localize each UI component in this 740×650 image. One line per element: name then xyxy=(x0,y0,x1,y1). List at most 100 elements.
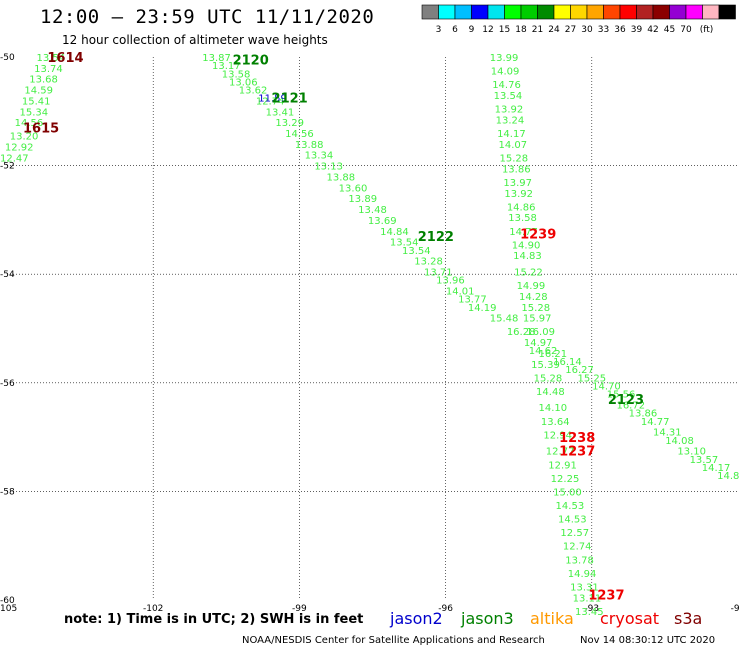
wave-height-value: 13.28 xyxy=(414,257,443,268)
x-tick-label: -93 xyxy=(584,604,599,614)
wave-height-value: 13.71 xyxy=(424,267,453,278)
credit-line: NOAA/NESDIS Center for Satellite Applica… xyxy=(242,635,545,646)
wave-height-value: 13.89 xyxy=(348,194,377,205)
wave-height-value: 15.48 xyxy=(490,314,519,325)
track-label: 1237 xyxy=(588,589,624,604)
colorbar-label: 27 xyxy=(565,25,576,35)
wave-height-value: 13.77 xyxy=(458,295,487,306)
track-label: 1615 xyxy=(23,122,59,137)
wave-height-value: 14.17 xyxy=(497,129,526,140)
wave-height-value: 14.31 xyxy=(653,428,682,439)
wave-height-value: 16.27 xyxy=(565,365,594,376)
wave-height-value: 14.84 xyxy=(380,227,409,238)
track-label: 1238 xyxy=(559,431,595,446)
wave-height-value: 13.92 xyxy=(504,189,533,200)
wave-height-value: 13.54 xyxy=(37,53,66,64)
wave-height-value: 15.41 xyxy=(22,96,51,107)
wave-height-value: 13.92 xyxy=(495,105,524,116)
wave-height-value: 15.28 xyxy=(534,373,563,384)
wave-height-value: 13.88 xyxy=(327,172,356,183)
wave-height-value: 13.54 xyxy=(390,238,419,249)
wave-height-value: 14.10 xyxy=(538,403,567,414)
x-tick-label: -102 xyxy=(143,604,163,614)
wave-height-value: 11.59 xyxy=(258,94,287,105)
wave-height-value: 13.88 xyxy=(295,140,324,151)
colorbar-swatch xyxy=(718,4,736,20)
legend-jason3: jason3 xyxy=(461,609,514,628)
legend-jason2: jason2 xyxy=(390,609,443,628)
wave-height-value: 13.34 xyxy=(305,151,334,162)
colorbar-label: 3 xyxy=(436,25,442,35)
wave-height-value: 13.74 xyxy=(34,64,63,75)
wave-height-value: 14.17 xyxy=(702,463,731,474)
wave-height-value: 13.64 xyxy=(541,417,570,428)
colorbar-label: 45 xyxy=(664,25,675,35)
wave-height-value: 14.70 xyxy=(592,382,621,393)
wave-height-value: 12.74 xyxy=(563,542,592,553)
wave-height-value: 14.76 xyxy=(492,80,521,91)
wave-height-value: 13.13 xyxy=(314,162,343,173)
colorbar-label: 21 xyxy=(532,25,543,35)
wave-height-value: 13.99 xyxy=(490,53,519,64)
wave-height-value: 16.09 xyxy=(526,327,555,338)
wave-height-value: 14.86 xyxy=(507,202,536,213)
wave-height-value: 14.97 xyxy=(524,338,553,349)
wave-height-value: 12.57 xyxy=(560,528,589,539)
wave-height-value: 13.54 xyxy=(402,246,431,257)
colorbar-label: 30 xyxy=(581,25,593,35)
wave-height-value: 14.56 xyxy=(285,129,314,140)
legend-s3a: s3a xyxy=(674,609,703,628)
track-label: 1237 xyxy=(559,445,595,460)
wave-height-value: 13.10 xyxy=(677,447,706,458)
wave-height-value: 14.83 xyxy=(513,251,542,262)
colorbar-label: 33 xyxy=(598,25,609,35)
footnote: note: 1) Time is in UTC; 2) SWH is in fe… xyxy=(64,612,364,627)
wave-height-value: 14.62 xyxy=(529,346,558,357)
legend-cryosat: cryosat xyxy=(600,609,660,628)
wave-height-value: 15.28 xyxy=(500,153,529,164)
colorbar-label: 15 xyxy=(499,25,510,35)
wave-height-value: 14.90 xyxy=(512,240,541,251)
colorbar-label: 36 xyxy=(614,25,626,35)
wave-height-value: 13.60 xyxy=(339,183,368,194)
x-tick-label: -105 xyxy=(0,604,17,614)
wave-height-value: 13.06 xyxy=(229,77,258,88)
wave-height-value: 15.00 xyxy=(553,487,582,498)
wave-height-value: 15.25 xyxy=(577,373,606,384)
wave-height-value: 13.11 xyxy=(573,593,602,604)
wave-height-value: 13.57 xyxy=(690,455,719,466)
wave-height-value: 13.86 xyxy=(502,164,531,175)
wave-height-value: 14.19 xyxy=(468,303,497,314)
wave-height-value: 15.97 xyxy=(523,314,552,325)
wave-height-map: -105 -102 -99 -96 -93 -90 -50 -52 -54 -56 -58 -60 13… xyxy=(0,51,740,618)
colorbar-label: 6 xyxy=(452,25,458,35)
chart-subtitle: 12 hour collection of altimeter wave hei… xyxy=(62,33,328,47)
y-tick-label: -54 xyxy=(0,270,15,280)
wave-height-value: 14.53 xyxy=(556,501,585,512)
chart-title: 12:00 – 23:59 UTC 11/11/2020 xyxy=(40,6,375,28)
legend-altika: altika xyxy=(530,609,574,628)
wave-height-value: 13.97 xyxy=(503,178,532,189)
y-tick-label: -56 xyxy=(0,379,15,389)
wave-height-value: 14.77 xyxy=(509,227,538,238)
track-label: 1239 xyxy=(520,227,556,242)
wave-height-value: 16.28 xyxy=(507,327,536,338)
wave-height-value: 12.47 xyxy=(0,153,29,164)
wave-height-value: 13.58 xyxy=(222,69,251,80)
wave-height-value: 13.87 xyxy=(202,53,231,64)
wave-height-value: 14.07 xyxy=(499,140,528,151)
colorbar-label: 24 xyxy=(548,25,560,35)
wave-height-value: 12.94 xyxy=(543,430,572,441)
y-tick-label: -58 xyxy=(0,487,15,497)
colorbar-legend: 3 6 9 12 15 18 21 24 27 30 33 36 39 42 45 70 (ft) xyxy=(421,4,736,35)
generated-timestamp: Nov 14 08:30:12 UTC 2020 xyxy=(580,635,716,646)
wave-height-value: 13.24 xyxy=(496,115,525,126)
wave-height-value: 13.62 xyxy=(239,86,268,97)
wave-height-value: 14.48 xyxy=(536,387,565,398)
wave-height-value: 14.53 xyxy=(558,515,587,526)
track-label: 2120 xyxy=(233,54,269,69)
wave-height-value: 14.77 xyxy=(641,417,670,428)
wave-height-value: 13.96 xyxy=(436,276,465,287)
wave-height-value: 13.78 xyxy=(565,555,594,566)
x-tick-label: -90 xyxy=(731,604,740,614)
